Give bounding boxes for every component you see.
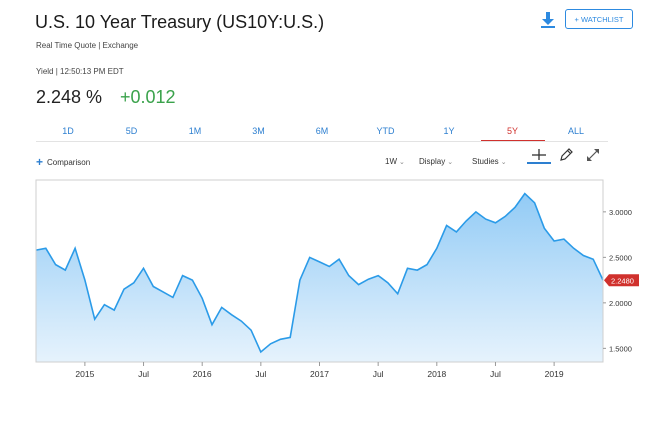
expand-icon	[587, 149, 599, 161]
x-tick-label: Jul	[138, 369, 149, 379]
crosshair-button[interactable]	[527, 147, 551, 170]
x-tick-label: 2018	[427, 369, 446, 379]
tabs-divider	[36, 141, 608, 142]
chart-area-fill	[36, 193, 603, 362]
x-tick-label: Jul	[490, 369, 501, 379]
draw-button[interactable]	[558, 147, 574, 168]
x-tick-label: Jul	[373, 369, 384, 379]
chart-line	[35, 192, 604, 354]
yield-change: +0.012	[120, 87, 176, 107]
tab-5d[interactable]: 5D	[125, 126, 138, 136]
price-chart[interactable]: 2015 Jul 2016 Jul 2017 Jul 2018 Jul 2019 3.0000 2…	[0, 172, 651, 388]
x-tick-label: 2017	[310, 369, 329, 379]
chevron-down-icon: ⌄	[500, 159, 507, 166]
x-tick-label: Jul	[255, 369, 266, 379]
chevron-down-icon: ⌄	[447, 159, 454, 166]
tab-1y[interactable]: 1Y	[443, 126, 455, 136]
y-tick-label: 3.0000	[609, 208, 632, 217]
tab-6m[interactable]: 6M	[315, 126, 329, 136]
tab-3m[interactable]: 3M	[252, 126, 265, 136]
interval-label: 1W	[385, 157, 397, 166]
interval-dropdown[interactable]: 1W ⌄	[385, 157, 405, 166]
studies-label: Studies	[472, 157, 499, 166]
current-value-tag	[604, 274, 639, 287]
y-tick-label: 2.0000	[609, 299, 632, 308]
crosshair-icon	[527, 149, 551, 164]
quote-source: Real Time Quote | Exchange	[36, 41, 139, 50]
yield-value: 2.248 %	[36, 87, 103, 107]
tab-1m[interactable]: 1M	[188, 126, 202, 136]
current-value-label: 2.2480	[611, 276, 634, 285]
pencil-icon	[560, 148, 573, 161]
y-tick-label: 1.5000	[609, 344, 632, 353]
studies-dropdown[interactable]: Studies ⌄	[472, 157, 507, 166]
yield-timestamp: Yield | 12:50:13 PM EDT	[36, 67, 124, 76]
expand-button[interactable]	[585, 147, 601, 168]
time-range-tabs: 1D 5D 1M 3M 6M YTD 1Y 5Y ALL	[36, 124, 608, 142]
x-tick-label: 2015	[75, 369, 94, 379]
plus-icon: +	[36, 155, 44, 169]
tab-all[interactable]: ALL	[567, 126, 584, 136]
y-tick-label: 2.5000	[609, 253, 632, 262]
display-dropdown[interactable]: Display ⌄	[419, 157, 453, 166]
tab-5y[interactable]: 5Y	[480, 124, 545, 142]
download-icon	[541, 12, 555, 28]
comparison-button[interactable]: + Comparison	[36, 155, 90, 169]
tab-ytd[interactable]: YTD	[376, 126, 395, 136]
comparison-label: Comparison	[47, 158, 91, 167]
x-tick-label: 2016	[193, 369, 212, 379]
x-tick-label: 2019	[545, 369, 564, 379]
display-label: Display	[419, 157, 446, 166]
tab-1d[interactable]: 1D	[62, 126, 74, 136]
watchlist-button[interactable]: + WATCHLIST	[565, 9, 633, 29]
download-button[interactable]	[540, 11, 556, 29]
chevron-down-icon: ⌄	[399, 159, 405, 166]
page-title: U.S. 10 Year Treasury (US10Y:U.S.)	[35, 12, 325, 32]
